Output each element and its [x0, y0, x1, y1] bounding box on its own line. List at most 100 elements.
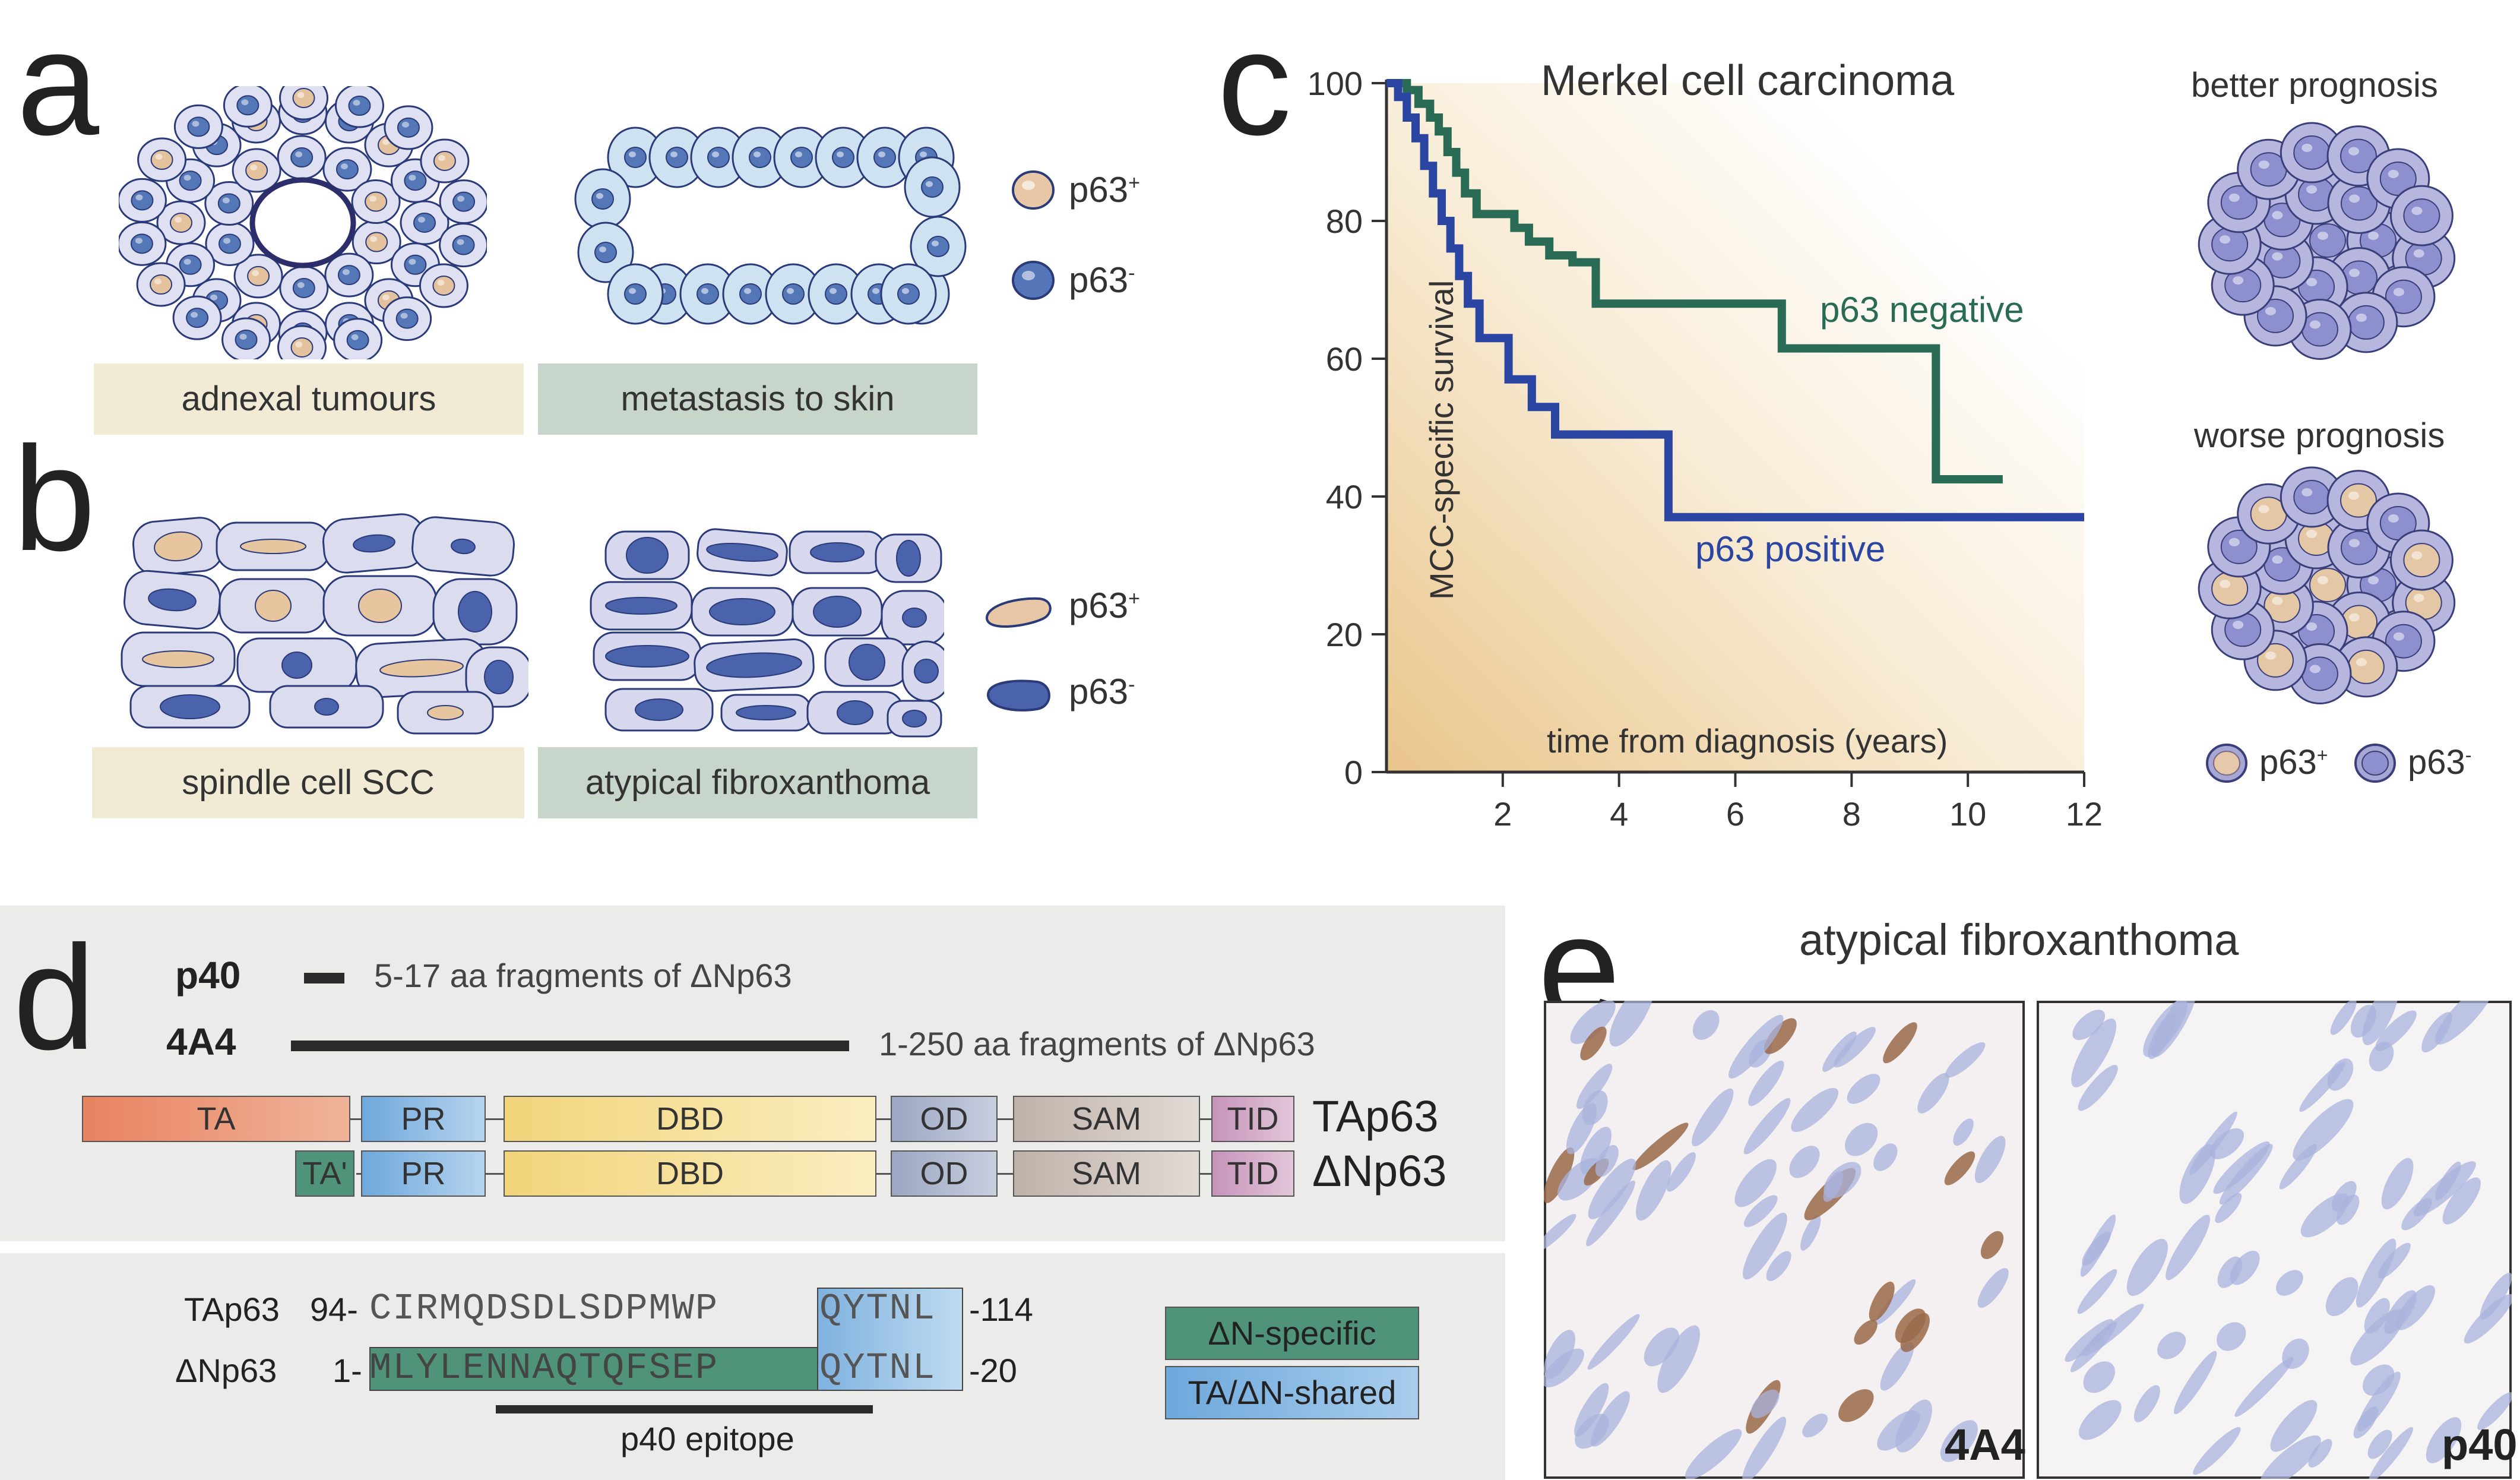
nucleus	[1791, 1087, 1839, 1132]
worse-prognosis-cluster	[2198, 466, 2456, 705]
panel-letter-c: c	[1217, 0, 1291, 166]
isoform-dnp63-label: ΔNp63	[1312, 1146, 1447, 1196]
nucleus	[1635, 1160, 1671, 1221]
seq-row1-name: TAp63	[184, 1291, 280, 1328]
nucleus	[1945, 1042, 1986, 1078]
cell	[119, 221, 167, 266]
cell	[216, 521, 331, 571]
nucleus	[1544, 1214, 1576, 1252]
nucleus	[2234, 1357, 2294, 1417]
nucleus	[1685, 1429, 1742, 1479]
legend-c-pos-cell	[2206, 744, 2247, 783]
adnexal-label: adnexal tumours	[181, 380, 436, 418]
nucleus	[2193, 1427, 2241, 1475]
nucleus	[2377, 1242, 2411, 1279]
key-shared: TA/ΔN-shared	[1165, 1366, 1419, 1419]
nucleus	[2126, 1238, 2168, 1296]
nucleus	[2217, 1322, 2246, 1351]
nucleus	[1917, 1073, 1949, 1114]
nucleus	[2079, 1400, 2122, 1440]
nucleus	[2426, 1417, 2462, 1463]
nucleus	[2336, 1194, 2360, 1225]
cell	[204, 181, 254, 226]
nucleus	[2072, 1010, 2106, 1041]
x-tick-label: 12	[2066, 795, 2103, 833]
y-tick-label: 40	[1326, 478, 1363, 516]
4a4-bar	[291, 1041, 849, 1051]
metastasis-diagram	[574, 127, 967, 325]
cell	[789, 530, 886, 574]
nucleus	[2213, 1141, 2270, 1194]
x-tick-label: 8	[1842, 795, 1861, 833]
legend-b-pos-cell	[986, 597, 1052, 628]
domain-pr-label: PR	[401, 1101, 446, 1137]
domain-ta-label: TA	[197, 1101, 236, 1137]
nucleus	[1789, 1146, 1820, 1178]
seq-row1-start: 94-	[310, 1291, 358, 1328]
y-tick-label: 80	[1326, 203, 1363, 240]
seq-row1-end: -114	[969, 1291, 1033, 1328]
nucleus	[2080, 1215, 2116, 1277]
micrograph-4a4-label: 4A4	[1945, 1420, 2025, 1469]
nucleus	[2325, 1277, 2358, 1317]
cell	[205, 221, 255, 266]
nucleus	[2166, 1215, 2211, 1280]
nucleus	[1743, 1098, 1791, 1155]
domain-od-dn: OD	[891, 1150, 998, 1197]
nucleus	[2330, 1001, 2357, 1035]
x-tick-label: 4	[1610, 795, 1628, 833]
domain-tid-dn-label: TID	[1227, 1156, 1279, 1191]
domain-dbd-ta: DBD	[504, 1096, 876, 1142]
metastasis-label-box	[538, 363, 977, 435]
x-tick-label: 10	[1949, 795, 1986, 833]
nucleus	[2369, 1042, 2394, 1072]
nucleus	[2279, 1144, 2317, 1190]
chart-title: Merkel cell carcinoma	[1541, 57, 1955, 105]
cell	[397, 691, 494, 735]
worse-prognosis-label: worse prognosis	[2194, 416, 2445, 455]
nucleus	[2434, 1001, 2494, 1045]
nucleus	[1869, 1282, 1895, 1321]
nucleus	[1750, 1389, 1780, 1418]
nucleus	[1748, 1060, 1784, 1106]
cell	[384, 105, 433, 150]
cell	[221, 317, 271, 359]
seq-row2-start: 1-	[333, 1352, 362, 1389]
nucleus	[1877, 1410, 1920, 1451]
domain-pr-dn-label: PR	[401, 1156, 446, 1191]
cell	[691, 587, 794, 637]
nucleus	[1743, 1212, 1787, 1280]
nucleus	[1764, 1018, 1797, 1054]
nucleus	[1692, 1010, 1720, 1040]
survival-line-p63-negative	[1386, 79, 2003, 483]
plot-background	[1386, 83, 2084, 772]
nucleus	[1875, 1279, 1916, 1325]
cell	[411, 516, 515, 577]
cell	[697, 528, 788, 577]
nucleus	[1544, 1147, 1575, 1203]
legend-b-pos-label: p63	[1069, 586, 1129, 625]
cell	[124, 570, 221, 630]
nucleus	[1847, 1073, 1880, 1104]
cell	[269, 685, 384, 729]
nucleus	[2356, 1238, 2396, 1308]
cell	[590, 581, 693, 631]
p40-bar	[304, 973, 344, 983]
x-tick-label: 2	[1493, 795, 1512, 833]
spindle-label: spindle cell SCC	[182, 763, 435, 802]
nucleus	[1728, 1014, 1784, 1079]
key-dn-specific-label: ΔN-specific	[1208, 1314, 1376, 1352]
nucleus	[1587, 1314, 1640, 1370]
nucleus	[2217, 1256, 2243, 1288]
nucleus	[2353, 1406, 2379, 1438]
nucleus	[2078, 1065, 2118, 1111]
legend-b-neg-sup: -	[1128, 673, 1135, 696]
nucleus	[1834, 1027, 1876, 1068]
cell	[694, 638, 815, 692]
cell	[419, 263, 468, 308]
cell	[901, 640, 944, 702]
nucleus	[2464, 1294, 2512, 1344]
nucleus	[1822, 1031, 1857, 1072]
nucleus	[1802, 1413, 1828, 1438]
cell	[355, 638, 488, 698]
